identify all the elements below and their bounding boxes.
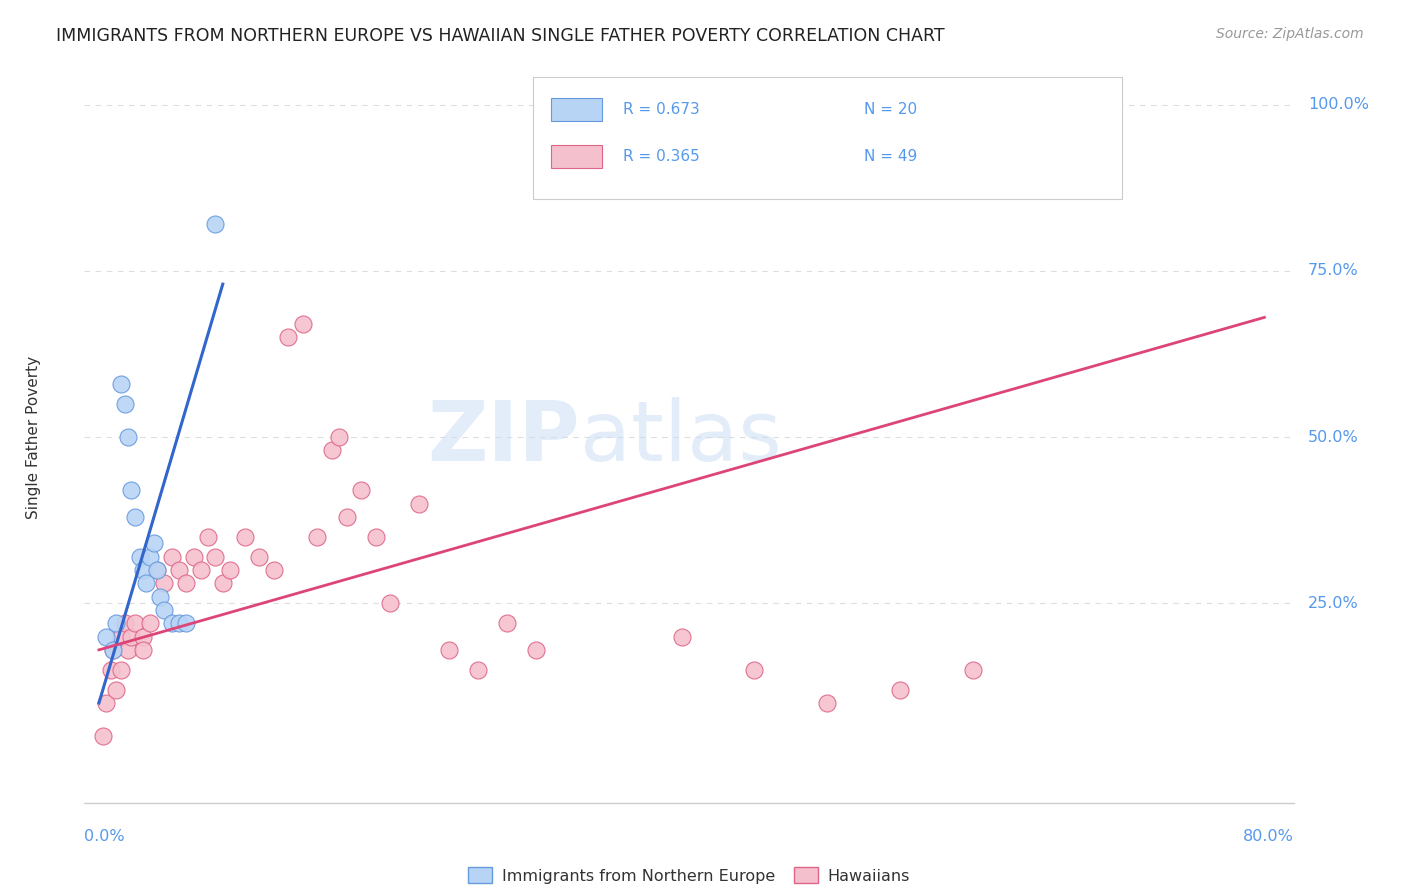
Point: [263, 563, 285, 577]
Point: [495, 616, 517, 631]
Point: [91, 729, 114, 743]
Legend: Immigrants from Northern Europe, Hawaiians: Immigrants from Northern Europe, Hawaiia…: [461, 861, 917, 890]
Point: [167, 563, 190, 577]
Point: [103, 643, 125, 657]
Point: [110, 663, 132, 677]
Point: [204, 549, 226, 564]
Point: [131, 643, 153, 657]
Point: [167, 616, 190, 631]
FancyBboxPatch shape: [551, 145, 602, 168]
Point: [131, 563, 153, 577]
Point: [211, 576, 233, 591]
Point: [143, 536, 166, 550]
Point: [889, 682, 911, 697]
Point: [110, 376, 132, 391]
Point: [139, 549, 162, 564]
Text: Source: ZipAtlas.com: Source: ZipAtlas.com: [1216, 27, 1364, 41]
Text: 100.0%: 100.0%: [1308, 97, 1369, 112]
Point: [146, 563, 169, 577]
Point: [307, 530, 329, 544]
Text: ZIP: ZIP: [427, 397, 579, 477]
Point: [128, 549, 150, 564]
Text: 50.0%: 50.0%: [1308, 430, 1358, 444]
Point: [524, 643, 547, 657]
Point: [277, 330, 299, 344]
Point: [219, 563, 242, 577]
Point: [962, 663, 984, 677]
Point: [96, 696, 118, 710]
Point: [124, 509, 146, 524]
Point: [204, 217, 226, 231]
Point: [190, 563, 212, 577]
Text: atlas: atlas: [579, 397, 782, 477]
FancyBboxPatch shape: [551, 98, 602, 121]
Text: R = 0.365: R = 0.365: [623, 149, 700, 164]
Point: [336, 509, 359, 524]
Point: [110, 630, 132, 644]
Point: [321, 443, 343, 458]
Point: [100, 663, 122, 677]
Point: [146, 563, 169, 577]
Point: [815, 696, 838, 710]
Point: [380, 596, 402, 610]
Point: [135, 576, 157, 591]
Point: [197, 530, 219, 544]
Text: N = 49: N = 49: [863, 149, 917, 164]
Text: 0.0%: 0.0%: [84, 830, 125, 845]
Point: [105, 616, 128, 631]
Point: [114, 397, 136, 411]
Point: [176, 576, 198, 591]
Point: [131, 630, 153, 644]
Point: [183, 549, 205, 564]
Point: [149, 590, 172, 604]
Text: 25.0%: 25.0%: [1308, 596, 1358, 611]
Point: [408, 497, 430, 511]
Point: [153, 576, 176, 591]
Point: [120, 483, 142, 498]
Point: [671, 630, 693, 644]
Text: 75.0%: 75.0%: [1308, 263, 1358, 278]
Point: [598, 97, 620, 112]
Point: [160, 616, 183, 631]
Point: [117, 430, 139, 444]
Text: N = 20: N = 20: [863, 103, 917, 118]
FancyBboxPatch shape: [533, 77, 1122, 199]
Point: [103, 643, 125, 657]
Point: [124, 616, 146, 631]
Point: [467, 663, 489, 677]
Text: R = 0.673: R = 0.673: [623, 103, 700, 118]
Point: [641, 97, 664, 112]
Text: IMMIGRANTS FROM NORTHERN EUROPE VS HAWAIIAN SINGLE FATHER POVERTY CORRELATION CH: IMMIGRANTS FROM NORTHERN EUROPE VS HAWAI…: [56, 27, 945, 45]
Point: [160, 549, 183, 564]
Point: [247, 549, 270, 564]
Point: [350, 483, 373, 498]
Point: [176, 616, 198, 631]
Point: [744, 663, 766, 677]
Point: [153, 603, 176, 617]
Point: [291, 317, 314, 331]
Point: [139, 616, 162, 631]
Point: [114, 616, 136, 631]
Point: [117, 643, 139, 657]
Point: [105, 682, 128, 697]
Text: Single Father Poverty: Single Father Poverty: [25, 356, 41, 518]
Point: [233, 530, 256, 544]
Point: [364, 530, 387, 544]
Point: [328, 430, 350, 444]
Point: [96, 630, 118, 644]
Point: [437, 643, 460, 657]
Point: [120, 630, 142, 644]
Text: 80.0%: 80.0%: [1243, 830, 1294, 845]
